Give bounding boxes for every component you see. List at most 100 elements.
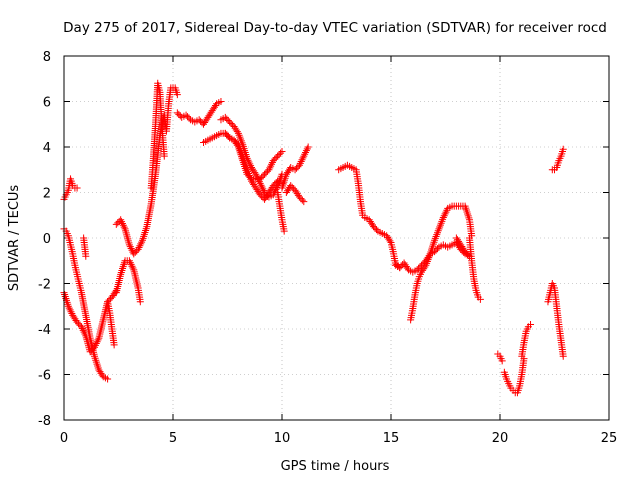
data-point — [304, 143, 312, 151]
x-tick-label: 25 — [601, 431, 618, 446]
x-tick-label: 10 — [274, 431, 291, 446]
data-point — [277, 149, 285, 157]
data-point — [559, 352, 567, 360]
series-segment-12 — [221, 129, 286, 203]
data-point — [252, 170, 260, 178]
series-segment-20 — [452, 234, 473, 260]
data-point — [297, 195, 305, 203]
y-tick-labels: -8 -6 -4 -2 0 2 4 6 8 — [38, 50, 51, 429]
data-point — [269, 157, 277, 165]
data-point — [92, 340, 100, 348]
data-point — [287, 182, 295, 190]
series-segment-25 — [548, 145, 567, 174]
y-tick-label: -6 — [38, 369, 51, 384]
grid-lines — [64, 56, 609, 420]
data-point — [128, 262, 136, 270]
series-segment-18 — [407, 202, 476, 324]
data-point — [173, 91, 181, 99]
series-segment-4 — [80, 234, 90, 260]
data-point — [118, 219, 126, 227]
data-point — [442, 208, 450, 216]
data-point — [370, 223, 378, 231]
series-segment-15 — [282, 182, 308, 206]
data-point — [105, 296, 113, 304]
data-point — [129, 264, 137, 272]
data-point — [461, 248, 469, 256]
data-point — [372, 226, 380, 234]
data-point — [73, 318, 81, 326]
data-point — [251, 169, 259, 177]
data-point — [268, 160, 276, 168]
data-point — [77, 323, 85, 331]
data-point — [254, 176, 262, 184]
data-point — [80, 328, 88, 336]
data-point — [293, 164, 301, 172]
series-segment-13 — [274, 189, 288, 235]
data-point — [256, 191, 264, 199]
data-point — [278, 148, 286, 156]
data-point — [224, 116, 232, 124]
y-tick-label: 6 — [43, 96, 51, 111]
data-point — [173, 109, 181, 117]
data-point — [185, 114, 193, 122]
data-point — [226, 118, 234, 126]
data-point — [274, 152, 282, 160]
data-point — [297, 158, 305, 166]
data-point — [212, 101, 220, 109]
data-point — [134, 245, 142, 253]
data-point — [138, 238, 146, 246]
data-point — [125, 241, 133, 249]
data-point — [439, 214, 447, 222]
chart-title: Day 275 of 2017, Sidereal Day-to-day VTE… — [63, 20, 607, 36]
data-point — [476, 295, 484, 303]
data-point — [265, 166, 273, 174]
data-point — [195, 116, 203, 124]
y-tick-label: 8 — [43, 50, 51, 65]
x-tick-labels: 0 5 10 15 20 25 — [60, 431, 617, 446]
data-point — [303, 145, 311, 153]
data-point — [130, 250, 138, 258]
data-point — [112, 220, 120, 228]
data-point — [136, 242, 144, 250]
data-point — [302, 147, 310, 155]
data-point — [73, 184, 81, 192]
data-point — [86, 348, 94, 356]
data-point — [127, 244, 135, 252]
data-point — [67, 308, 75, 316]
data-point — [253, 172, 261, 180]
data-point — [403, 264, 411, 272]
data-point — [126, 243, 134, 251]
data-point — [223, 115, 231, 123]
series-segment-16 — [335, 161, 404, 272]
y-axis-label: SDTVAR / TECUs — [7, 185, 22, 292]
data-point — [443, 206, 451, 214]
data-point — [117, 216, 125, 224]
data-point — [136, 298, 144, 306]
data-point — [302, 148, 310, 156]
data-point — [300, 152, 308, 160]
data-point — [93, 338, 101, 346]
series-segment-7 — [112, 84, 181, 258]
data-point — [221, 129, 229, 137]
series-segment-6 — [112, 257, 144, 306]
data-point — [259, 172, 267, 180]
data-point — [271, 155, 279, 163]
data-point — [79, 326, 87, 334]
data-point — [295, 161, 303, 169]
data-point — [120, 223, 128, 231]
series-segment-5 — [104, 298, 118, 349]
x-tick-label: 15 — [383, 431, 400, 446]
data-point — [299, 154, 307, 162]
data-point — [104, 375, 112, 383]
data-point — [386, 237, 394, 245]
data-point — [217, 98, 225, 105]
data-point — [94, 336, 102, 344]
y-tick-label: 2 — [43, 187, 51, 202]
data-point — [255, 178, 263, 186]
data-point — [131, 248, 139, 256]
data-point — [298, 196, 306, 204]
data-point — [231, 138, 239, 146]
data-point — [125, 257, 133, 265]
data-point — [64, 302, 72, 310]
data-point — [119, 221, 127, 229]
